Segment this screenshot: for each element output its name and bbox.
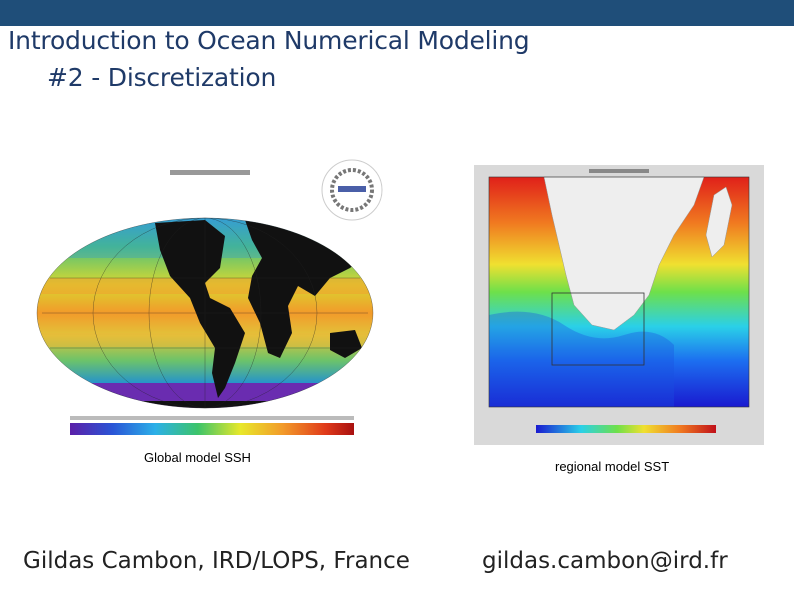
global-ssh-map <box>36 159 383 435</box>
ssh-colorbar <box>70 423 354 435</box>
regional-sst-map <box>488 169 750 433</box>
sst-colorbar <box>536 425 716 433</box>
regional-sst-caption: regional model SST <box>555 459 670 474</box>
top-bar <box>0 0 794 26</box>
slide-title: Introduction to Ocean Numerical Modeling <box>8 26 530 55</box>
global-ssh-figure <box>30 158 390 438</box>
global-ssh-caption: Global model SSH <box>144 450 251 465</box>
author-email: gildas.cambon@ird.fr <box>482 548 728 574</box>
author-affiliation: Gildas Cambon, IRD/LOPS, France <box>23 548 410 574</box>
slide-subtitle: #2 - Discretization <box>47 63 277 92</box>
regional-sst-figure <box>474 165 764 445</box>
